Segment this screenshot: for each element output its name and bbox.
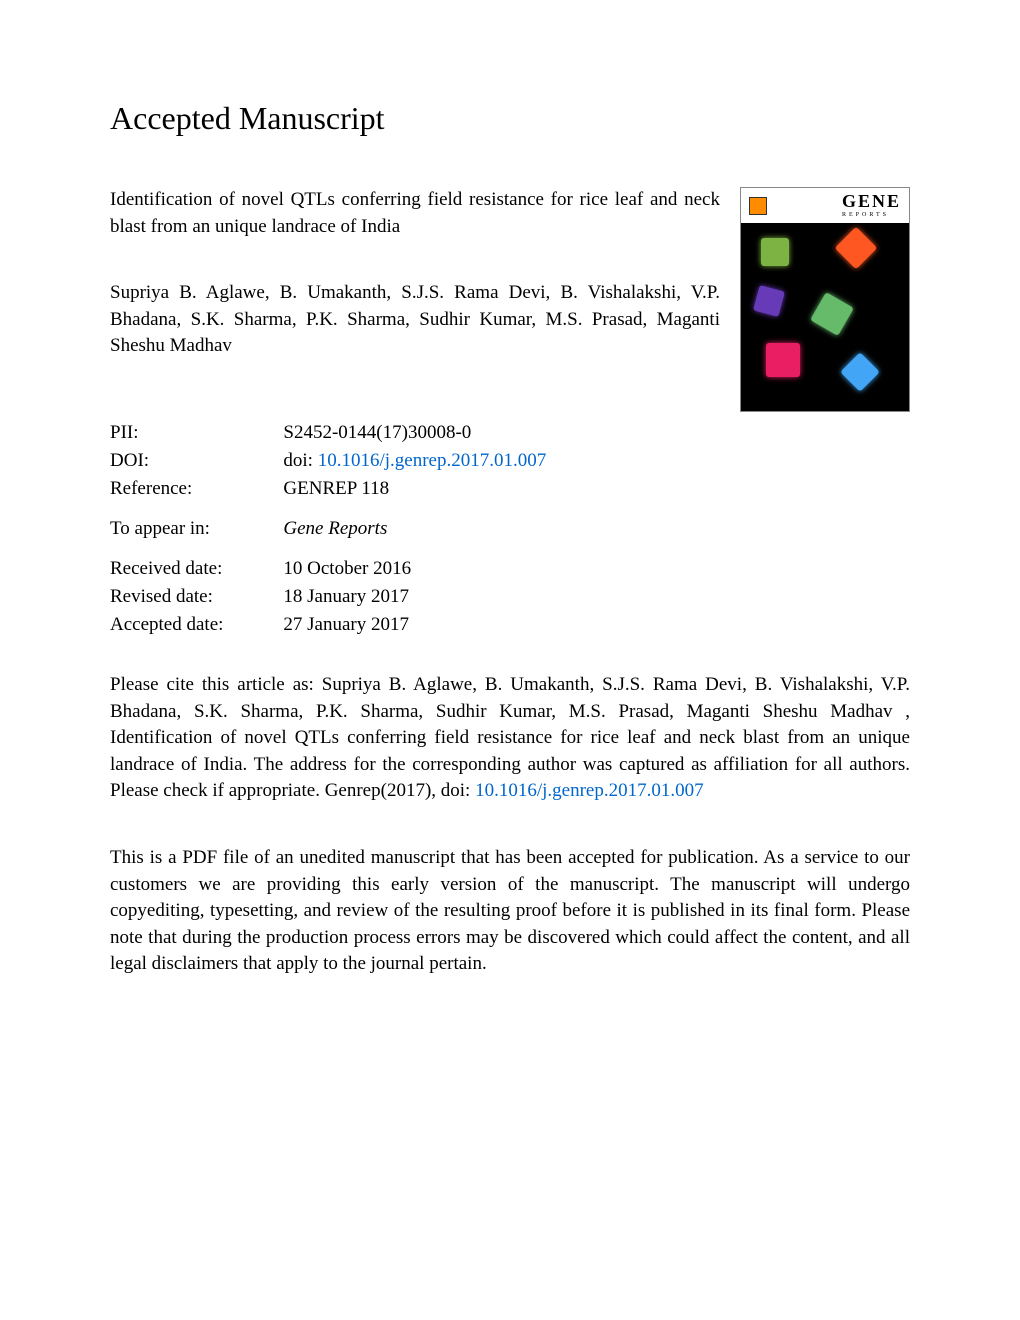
authors-list: Supriya B. Aglawe, B. Umakanth, S.J.S. R… <box>110 280 720 360</box>
pii-value: S2452-0144(17)30008-0 <box>283 422 546 450</box>
received-value: 10 October 2016 <box>283 558 546 586</box>
doi-value-cell: doi: 10.1016/j.genrep.2017.01.007 <box>283 450 546 478</box>
reference-row: Reference: GENREP 118 <box>110 478 546 506</box>
reference-value: GENREP 118 <box>283 478 546 506</box>
disclaimer-paragraph: This is a PDF file of an unedited manusc… <box>110 845 910 978</box>
appear-label: To appear in: <box>110 518 283 546</box>
metadata-table: PII: S2452-0144(17)30008-0 DOI: doi: 10.… <box>110 422 546 642</box>
pii-row: PII: S2452-0144(17)30008-0 <box>110 422 546 450</box>
received-row: Received date: 10 October 2016 <box>110 558 546 586</box>
reference-label: Reference: <box>110 478 283 506</box>
doi-row: DOI: doi: 10.1016/j.genrep.2017.01.007 <box>110 450 546 478</box>
accepted-row: Accepted date: 27 January 2017 <box>110 614 546 642</box>
accepted-value: 27 January 2017 <box>283 614 546 642</box>
content-wrapper: Identification of novel QTLs conferring … <box>110 187 910 412</box>
accepted-label: Accepted date: <box>110 614 283 642</box>
publisher-logo-icon <box>749 197 767 215</box>
cover-title-block: GENE REPORTS <box>842 194 901 218</box>
citation-paragraph: Please cite this article as: Supriya B. … <box>110 672 910 805</box>
cover-shape-5 <box>840 352 880 392</box>
cover-shape-2 <box>753 285 785 317</box>
cover-journal-subtitle: REPORTS <box>842 212 901 218</box>
cover-shape-0 <box>761 238 789 266</box>
doi-prefix: doi: <box>283 450 317 471</box>
doi-link[interactable]: 10.1016/j.genrep.2017.01.007 <box>318 450 547 471</box>
cover-header: GENE REPORTS <box>741 188 909 223</box>
cover-shape-4 <box>766 343 800 377</box>
cover-journal-title: GENE <box>842 191 901 211</box>
left-column: Identification of novel QTLs conferring … <box>110 187 720 412</box>
appear-value: Gene Reports <box>283 518 546 546</box>
revised-label: Revised date: <box>110 586 283 614</box>
page-heading: Accepted Manuscript <box>110 100 910 137</box>
journal-cover-thumbnail: GENE REPORTS <box>740 187 910 412</box>
article-title: Identification of novel QTLs conferring … <box>110 187 720 240</box>
cover-shape-3 <box>810 292 854 336</box>
received-label: Received date: <box>110 558 283 586</box>
cover-body <box>741 223 909 413</box>
revised-row: Revised date: 18 January 2017 <box>110 586 546 614</box>
revised-value: 18 January 2017 <box>283 586 546 614</box>
cover-shape-1 <box>835 227 877 269</box>
citation-doi-link[interactable]: 10.1016/j.genrep.2017.01.007 <box>475 780 704 801</box>
pii-label: PII: <box>110 422 283 450</box>
doi-label: DOI: <box>110 450 283 478</box>
appear-row: To appear in: Gene Reports <box>110 518 546 546</box>
